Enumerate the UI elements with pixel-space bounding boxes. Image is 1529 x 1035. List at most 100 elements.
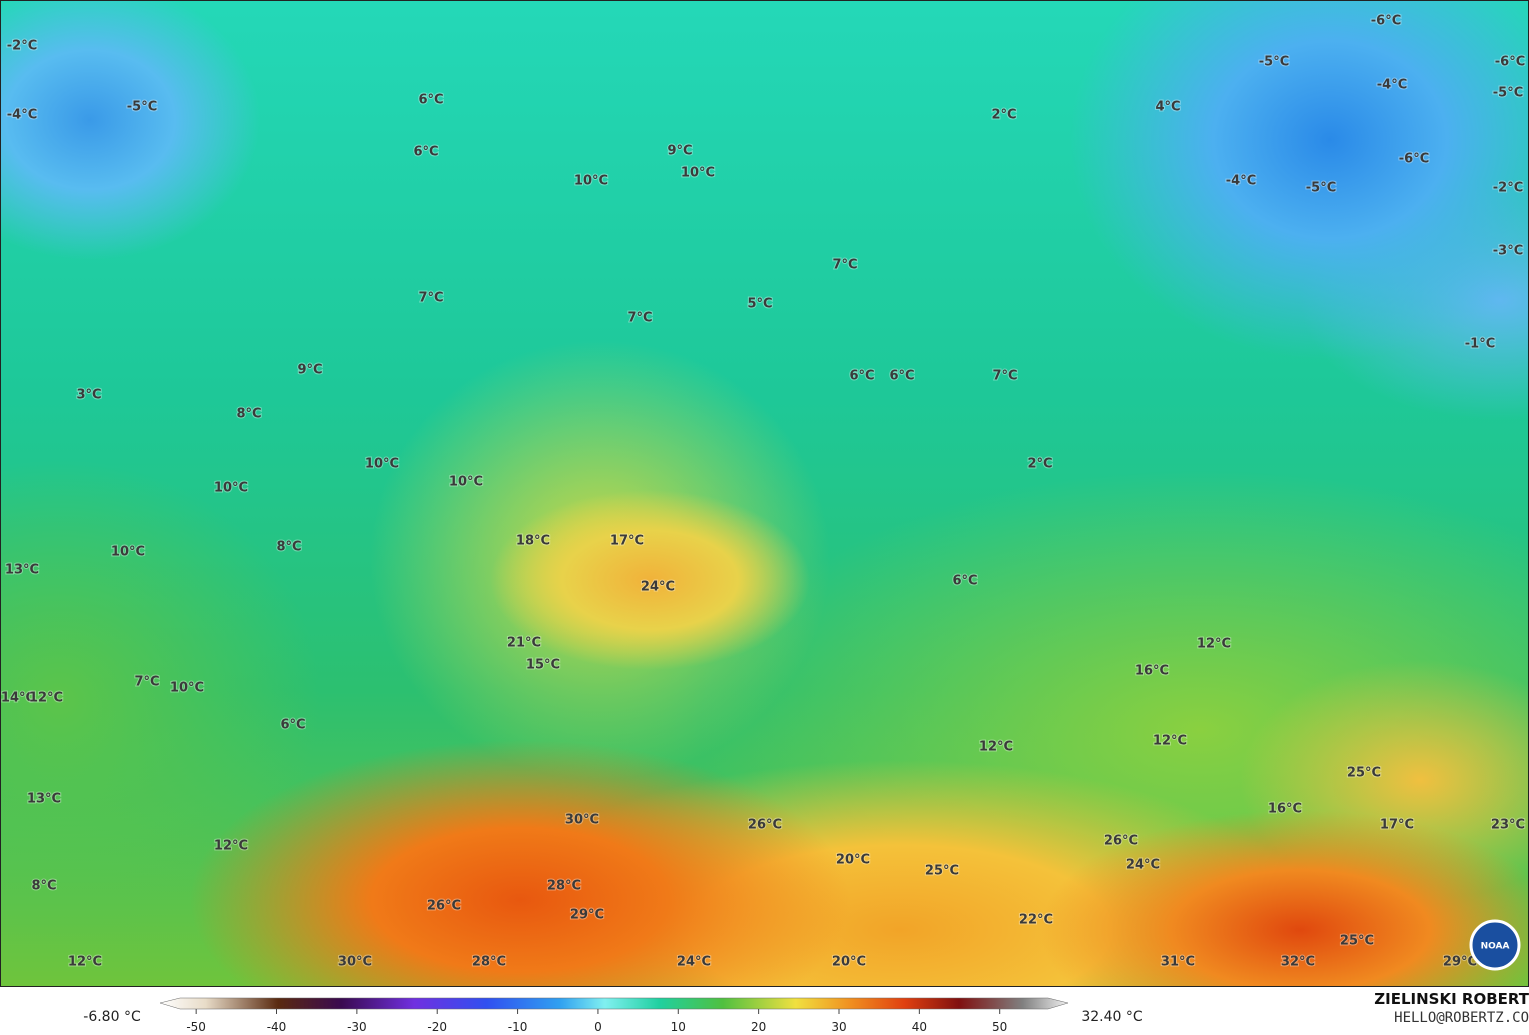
temperature-label: -5°C [1493,86,1523,101]
temperature-label: 7°C [832,258,857,273]
credit-name: ZIELINSKI ROBERT [1374,990,1529,1008]
temperature-label: 16°C [1268,802,1302,817]
temperature-label: 6°C [413,145,438,160]
colorbar-tick-label: 10 [671,1020,686,1034]
temperature-label: -6°C [1371,14,1401,29]
temperature-label: 6°C [280,718,305,733]
temperature-label: 10°C [170,681,204,696]
temperature-label: 24°C [1126,858,1160,873]
temperature-label: 24°C [677,955,711,970]
temperature-label: 10°C [574,174,608,189]
temperature-label: 10°C [365,457,399,472]
temperature-label: 7°C [134,675,159,690]
temperature-label: 18°C [516,534,550,549]
temperature-label: 6°C [849,369,874,384]
temperature-label: 25°C [1347,766,1381,781]
temperature-label: -2°C [1493,181,1523,196]
temperature-label: 4°C [1155,100,1180,115]
colorbar-tick-label: 20 [751,1020,766,1034]
temperature-label: 23°C [1491,818,1525,833]
temperature-label: -5°C [1306,181,1336,196]
temperature-label: 31°C [1161,955,1195,970]
temperature-label: 20°C [836,853,870,868]
temperature-label: 15°C [526,658,560,673]
temperature-label: 26°C [427,899,461,914]
colorbar-tick-label: 40 [912,1020,927,1034]
temperature-label: 5°C [747,297,772,312]
noaa-logo: NOAA [1469,919,1521,971]
colorbar-tick-label: -20 [427,1020,447,1034]
temperature-label: -4°C [7,108,37,123]
temperature-label: 12°C [979,740,1013,755]
temperature-label: -6°C [1399,152,1429,167]
temperature-label: 22°C [1019,913,1053,928]
temperature-label: 10°C [111,545,145,560]
temperature-label: -4°C [1226,174,1256,189]
temperature-label: -6°C [1495,55,1525,70]
temperature-label: 30°C [565,813,599,828]
temperature-label: 14°C [1,691,35,706]
temperature-label: 17°C [1380,818,1414,833]
colorbar-tick-label: -50 [186,1020,206,1034]
temperature-label: 10°C [214,481,248,496]
temperature-label: 29°C [1443,955,1477,970]
colorbar-max: 32.40 °C [1081,1009,1143,1025]
colorbar-ticks: -50 -40 -30 -20 -10 0 10 20 30 40 50 [186,1009,1007,1034]
temperature-label: 21°C [507,636,541,651]
temperature-label: 8°C [236,407,261,422]
temperature-label: 26°C [1104,834,1138,849]
colorbar [159,997,1069,1010]
temperature-label: 8°C [276,540,301,555]
temperature-label: 20°C [832,955,866,970]
temperature-label: 26°C [748,818,782,833]
temperature-label: 9°C [297,363,322,378]
temperature-label: 7°C [627,311,652,326]
temperature-label: -5°C [1259,55,1289,70]
temperature-label: 2°C [1027,457,1052,472]
temperature-label: 16°C [1135,664,1169,679]
credit-email: HELLO@ROBERTZ.CO [1394,1010,1529,1026]
temperature-label: 12°C [1153,734,1187,749]
temperature-label: 7°C [992,369,1017,384]
temperature-label: 6°C [418,93,443,108]
colorbar-tick-label: 30 [831,1020,846,1034]
colorbar-tick-label: -30 [347,1020,367,1034]
temperature-label: 2°C [991,108,1016,123]
temperature-label: 13°C [5,563,39,578]
temperature-label: 25°C [925,864,959,879]
colorbar-min: -6.80 °C [83,1009,141,1025]
temperature-map [0,0,1529,987]
colorbar-tick-label: -10 [508,1020,528,1034]
temperature-label: 12°C [68,955,102,970]
temperature-label: -1°C [1465,337,1495,352]
temperature-label: -2°C [7,39,37,54]
temperature-label: 6°C [952,574,977,589]
temperature-label: -3°C [1493,244,1523,259]
temperature-label: 3°C [76,388,101,403]
temperature-label: 10°C [681,166,715,181]
temperature-label: 12°C [214,839,248,854]
temperature-label: 17°C [610,534,644,549]
colorbar-tick-label: 0 [594,1020,602,1034]
temperature-label: 30°C [338,955,372,970]
temperature-label: 28°C [547,879,581,894]
temperature-label: 9°C [667,144,692,159]
temperature-label: -4°C [1377,78,1407,93]
temperature-label: 10°C [449,475,483,490]
temperature-label: 28°C [472,955,506,970]
temperature-label: 12°C [1197,637,1231,652]
temperature-label: -5°C [127,100,157,115]
logo-text: NOAA [1481,942,1510,952]
colorbar-tick-label: 50 [992,1020,1007,1034]
temperature-labels: -2°C -4°C -5°C 6°C 6°C 9°C 10°C 10°C 2°C 4°C -5°C -… [0,13,1526,971]
temperature-label: 29°C [570,908,604,923]
temperature-label: 7°C [418,291,443,306]
temperature-label: 8°C [31,879,56,894]
temperature-label: 32°C [1281,955,1315,970]
temperature-label: 24°C [641,580,675,595]
temperature-label: 13°C [27,792,61,807]
temperature-label: 12°C [29,691,63,706]
colorbar-tick-label: -40 [267,1020,287,1034]
